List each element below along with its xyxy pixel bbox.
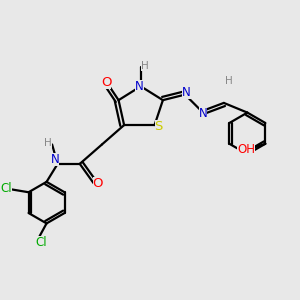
Text: N: N xyxy=(50,153,59,166)
Text: Cl: Cl xyxy=(1,182,12,195)
Text: H: H xyxy=(44,138,52,148)
Text: OH: OH xyxy=(237,143,255,156)
Text: N: N xyxy=(182,86,191,99)
Text: N: N xyxy=(199,107,207,121)
Text: Cl: Cl xyxy=(35,236,47,249)
Text: O: O xyxy=(101,76,111,88)
Text: O: O xyxy=(92,177,103,190)
Text: S: S xyxy=(154,120,163,133)
Text: H: H xyxy=(226,76,233,86)
Text: H: H xyxy=(141,61,149,70)
Text: N: N xyxy=(135,80,144,93)
